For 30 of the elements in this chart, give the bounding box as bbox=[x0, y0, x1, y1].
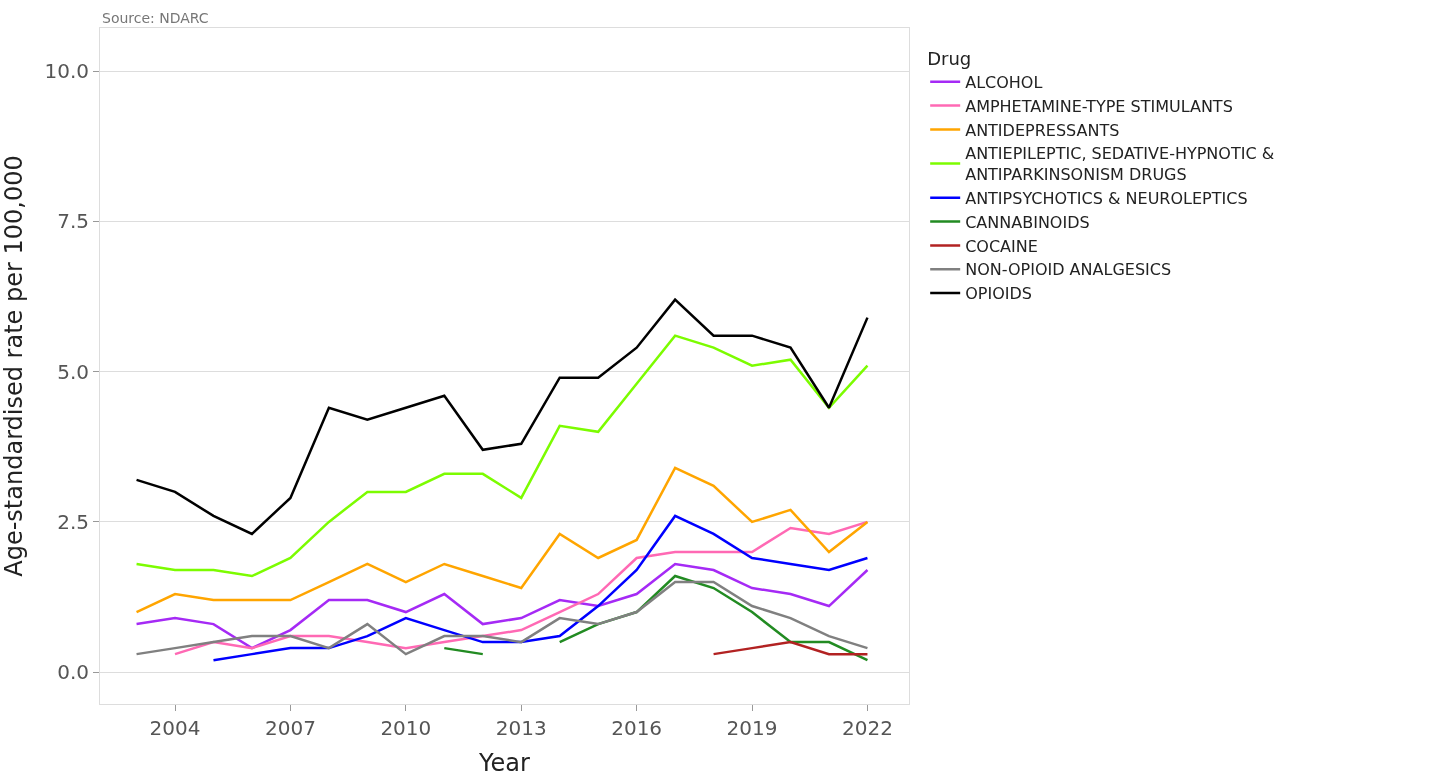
legend-label: CANNABINOIDS bbox=[965, 212, 1090, 232]
line-series bbox=[135, 466, 869, 614]
legend-label: OPIOIDS bbox=[965, 284, 1032, 304]
legend-label: ANTIPSYCHOTICS & NEUROLEPTICS bbox=[965, 189, 1248, 209]
legend-label: AMPHETAMINE-TYPE STIMULANTS bbox=[965, 96, 1233, 116]
source-note: Source: NDARC bbox=[102, 10, 209, 26]
x-tick-label: 2007 bbox=[264, 716, 316, 740]
legend-label: NON-OPIOID ANALGESICS bbox=[965, 260, 1172, 280]
x-tick-label: 2016 bbox=[611, 716, 663, 740]
line-series bbox=[135, 580, 869, 656]
legend-title: Drug bbox=[927, 47, 972, 69]
line-series bbox=[135, 298, 869, 536]
x-tick-label: 2019 bbox=[726, 716, 778, 740]
y-axis-title: Age-standardised rate per 100,000 bbox=[0, 155, 28, 577]
legend-label: ANTIEPILEPTIC, SEDATIVE-HYPNOTIC & ANTIPARKINSONISM DRUGS bbox=[965, 144, 1275, 185]
x-tick-label: 2022 bbox=[842, 716, 893, 740]
legend-label: ANTIDEPRESSANTS bbox=[965, 120, 1120, 140]
y-tick-label: 0.0 bbox=[57, 660, 89, 685]
line-series bbox=[135, 334, 869, 578]
x-tick-label: 2013 bbox=[495, 716, 547, 740]
x-axis-title: Year bbox=[478, 749, 531, 778]
line-series bbox=[135, 562, 869, 650]
y-tick-label: 2.5 bbox=[57, 509, 89, 534]
y-tick-label: 7.5 bbox=[57, 209, 89, 234]
y-tick-label: 5.0 bbox=[57, 359, 89, 384]
legend-label: ALCOHOL bbox=[965, 73, 1043, 93]
x-tick-label: 2010 bbox=[380, 716, 432, 740]
y-tick-label: 10.0 bbox=[44, 59, 89, 84]
x-tick-label: 2004 bbox=[149, 716, 201, 740]
legend-label: COCAINE bbox=[965, 236, 1038, 256]
